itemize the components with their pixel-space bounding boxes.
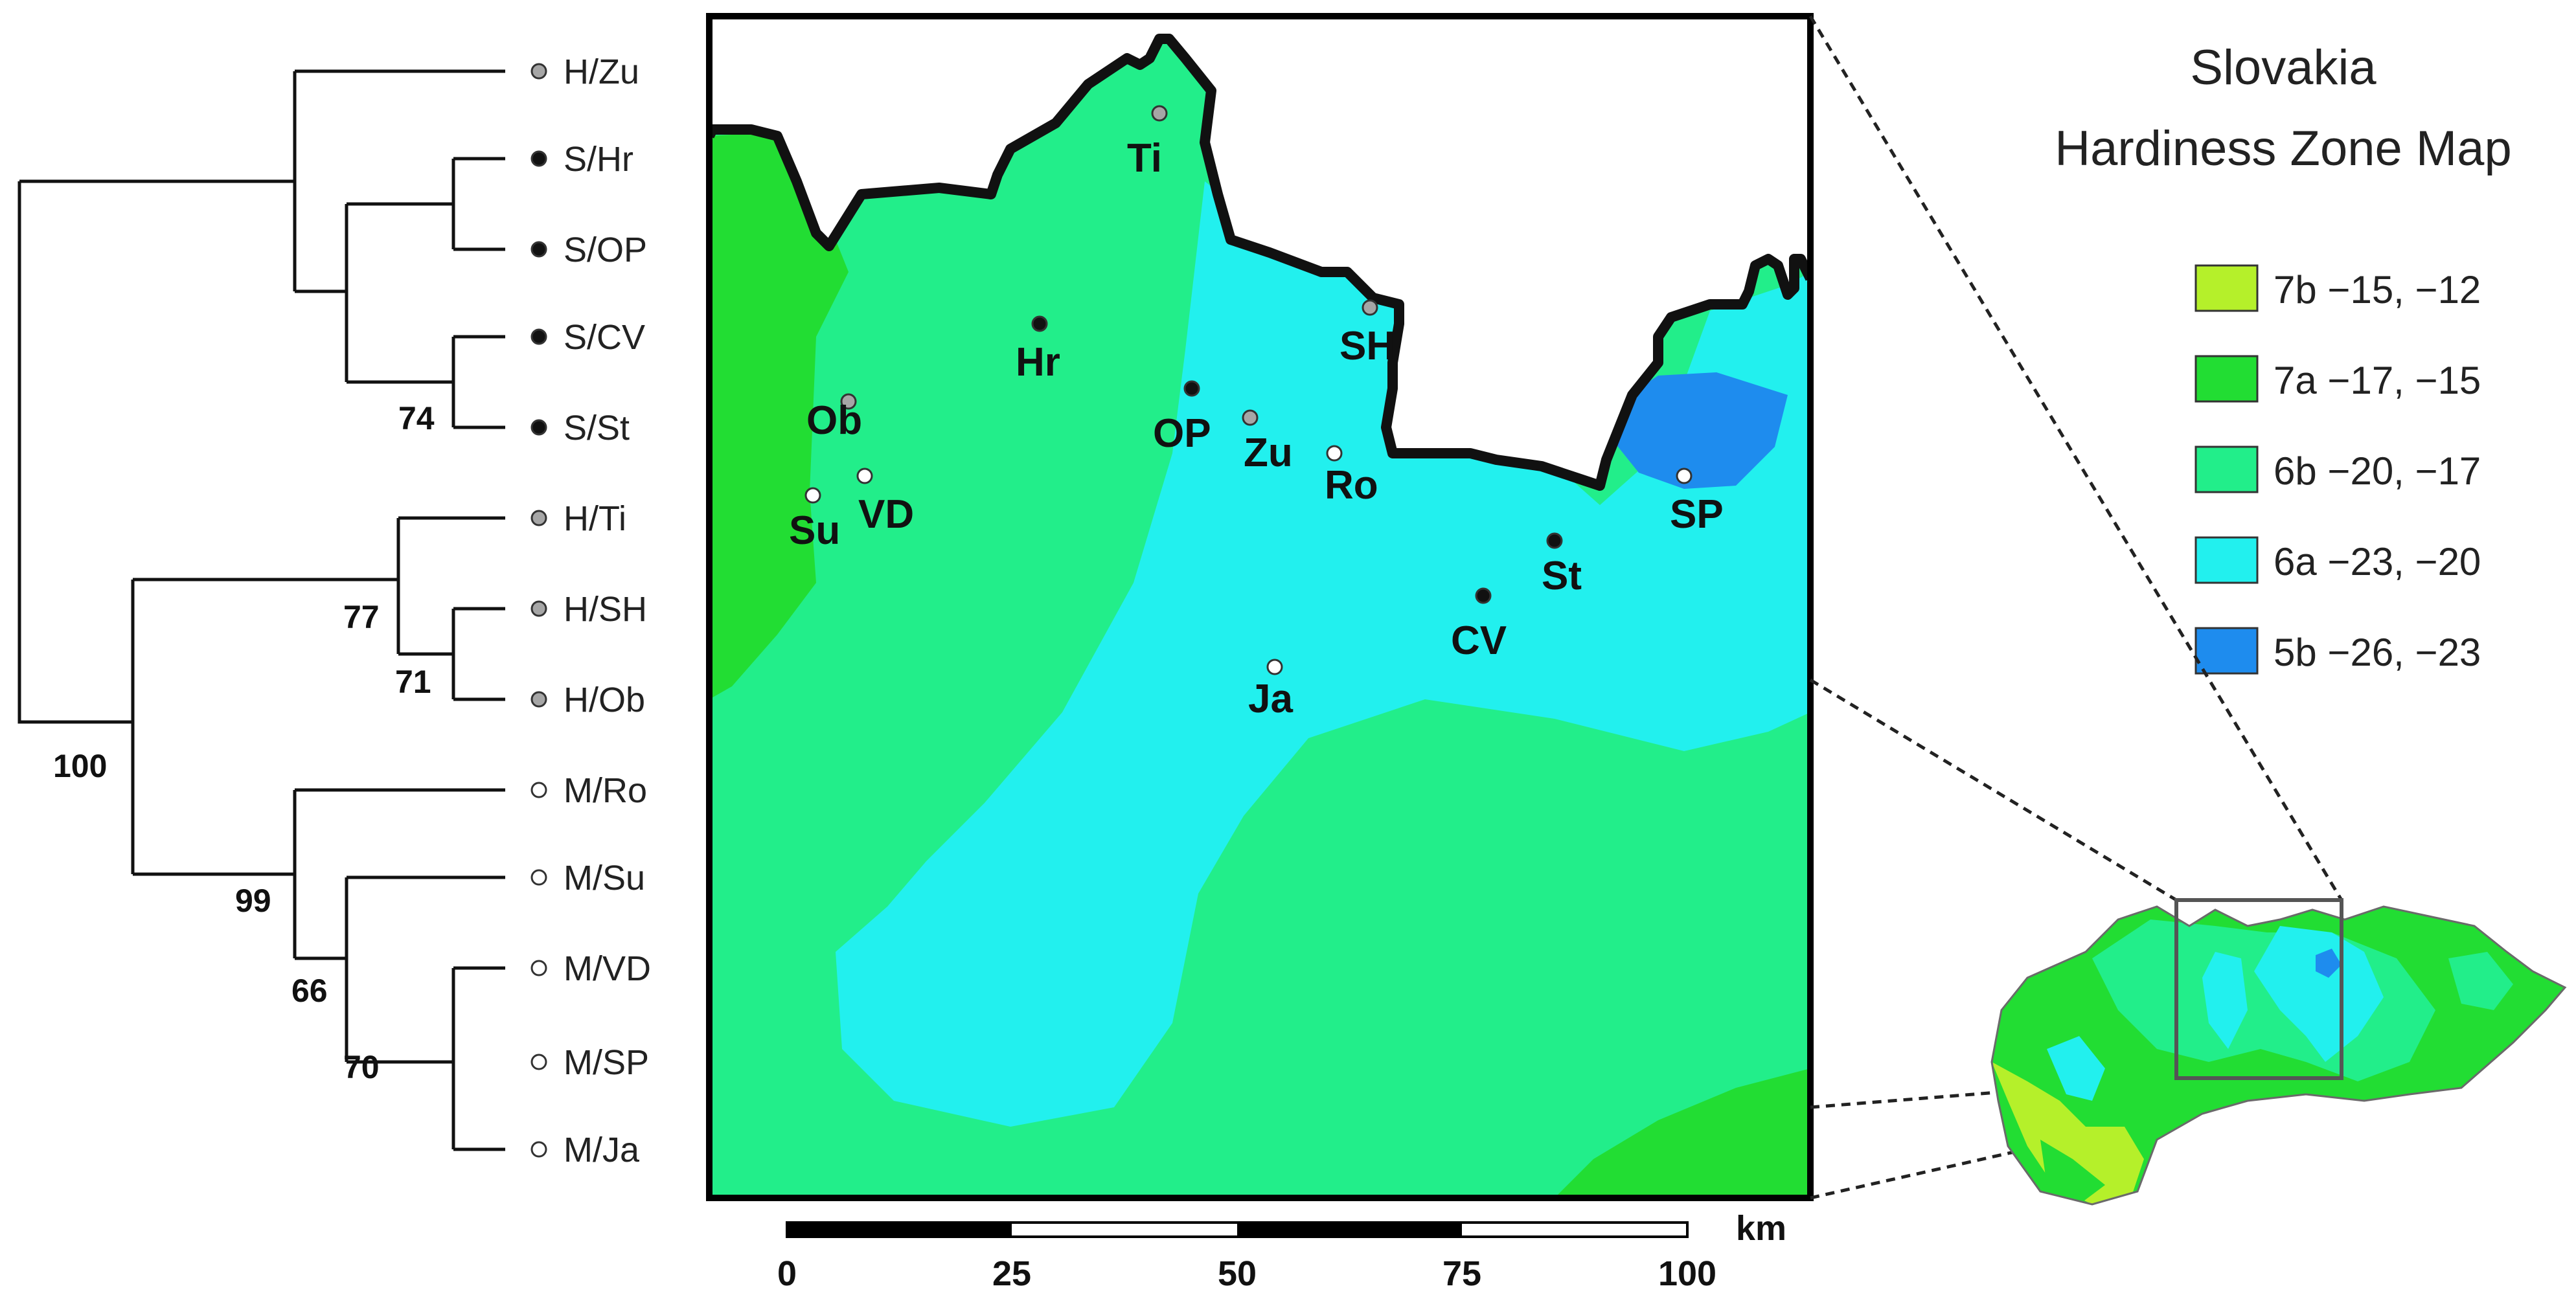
map-title-line1: Slovakia: [2190, 40, 2377, 95]
scale-tick-label: 0: [777, 1254, 797, 1293]
bootstrap-value: 99: [235, 883, 271, 919]
leaf-marker: [530, 782, 547, 798]
leaf-marker: [530, 510, 547, 526]
site-label: Hr: [1016, 340, 1060, 385]
scale-bar-segment: [1237, 1223, 1462, 1237]
leaf-marker: [530, 869, 547, 886]
bootstrap-value: 66: [291, 973, 328, 1009]
leaf-marker: [530, 241, 547, 258]
site-marker: [840, 393, 857, 410]
tree-leaves: H/Zu S/Hr S/OP S/CV S/St H/Ti H/SH H/Ob M/Ro M/Su…: [530, 52, 651, 1169]
site-marker: [1183, 380, 1200, 397]
leaf-label: S/OP: [564, 231, 647, 269]
leaf-marker: [530, 1054, 547, 1070]
detail-map: Ti Hr SH Ob OP Zu Ro Su VD SP St CV Ja: [706, 13, 1814, 1201]
leaf-label: M/Su: [564, 859, 645, 897]
scale-tick-label: 100: [1658, 1254, 1716, 1293]
site-label: OP: [1153, 411, 1211, 456]
legend-swatch: [2194, 627, 2259, 675]
legend-label: 6b −20, −17: [2274, 449, 2481, 493]
leaf-marker: [530, 63, 547, 80]
site-marker: [1242, 409, 1259, 426]
leaf-marker: [530, 691, 547, 708]
leaf-label: M/VD: [564, 949, 651, 988]
legend-swatch: [2194, 536, 2259, 584]
leaf-marker: [530, 600, 547, 617]
leaf-marker: [530, 419, 547, 436]
bootstrap-value: 77: [343, 599, 380, 635]
scale-unit: km: [1736, 1209, 1786, 1248]
site-label: Su: [789, 508, 840, 553]
site-marker: [1151, 105, 1168, 122]
legend: 7b −15, −12 7a −17, −15 6b −20, −17 6a −23,…: [2194, 264, 2481, 675]
bootstrap-value: 74: [398, 400, 435, 436]
zoom-box: [2174, 898, 2343, 1080]
scale-bar: km 0 25 50 75 100: [777, 1209, 1786, 1293]
site-label: Ro: [1325, 463, 1378, 508]
map-frame: [706, 13, 1814, 1201]
site-label: Zu: [1244, 431, 1293, 475]
leaf-label: H/Zu: [564, 52, 639, 91]
slovakia-overview-map: [1990, 898, 2567, 1206]
leaf-label: H/Ti: [564, 499, 626, 538]
site-label: St: [1542, 554, 1582, 598]
legend-swatch: [2194, 264, 2259, 312]
leaf-marker: [530, 960, 547, 976]
phylogenetic-tree: [17, 69, 505, 1151]
zone-5b-area: [1613, 372, 1788, 489]
site-label: Ja: [1248, 677, 1293, 721]
scale-tick-label: 75: [1442, 1254, 1481, 1293]
leaf-marker: [530, 150, 547, 167]
site-marker: [1362, 299, 1378, 316]
bootstrap-value: 100: [53, 748, 107, 784]
site-marker: [856, 468, 873, 484]
zone-7a-area: [709, 130, 849, 699]
site-label: SP: [1670, 492, 1724, 537]
leaf-marker: [530, 328, 547, 345]
leaf-label: S/St: [564, 409, 630, 447]
site-marker: [1676, 468, 1693, 484]
leaf-label: M/SP: [564, 1043, 649, 1082]
legend-swatch: [2194, 445, 2259, 493]
bootstrap-value: 70: [343, 1049, 380, 1085]
site-label: Ob: [806, 398, 862, 443]
scale-tick-label: 50: [1218, 1254, 1257, 1293]
legend-label: 7b −15, −12: [2274, 268, 2481, 311]
legend-label: 5b −26, −23: [2274, 631, 2481, 674]
scale-tick-label: 25: [992, 1254, 1031, 1293]
scale-bar-segment: [787, 1223, 1012, 1237]
legend-label: 6a −23, −20: [2274, 540, 2481, 583]
leaf-label: S/Hr: [564, 140, 633, 179]
leaf-label: H/SH: [564, 590, 647, 629]
country-border: [709, 34, 1810, 491]
zone-6a-area: [836, 181, 1810, 1127]
leaf-label: M/Ro: [564, 771, 647, 810]
site-marker: [1031, 315, 1048, 332]
zone-7a-area: [1555, 1068, 1810, 1198]
leaf-label: H/Ob: [564, 681, 645, 719]
site-label: VD: [858, 492, 914, 537]
bootstrap-values: 74 77 71 100 99 66 70: [53, 400, 435, 1085]
site-marker: [1326, 445, 1343, 462]
site-label: Ti: [1127, 136, 1162, 181]
map-title-line2: Hardiness Zone Map: [2055, 121, 2511, 176]
site-marker: [1546, 532, 1563, 549]
site-marker: [1475, 587, 1492, 604]
bootstrap-value: 71: [395, 664, 431, 700]
legend-label: 7a −17, −15: [2274, 359, 2481, 402]
legend-swatch: [2194, 355, 2259, 403]
site-label: CV: [1451, 618, 1507, 663]
site-marker: [804, 487, 821, 504]
leaf-label: S/CV: [564, 318, 645, 357]
site-marker: [1266, 659, 1283, 675]
outside-border-area: [709, 16, 1810, 486]
leaf-label: M/Ja: [564, 1131, 640, 1169]
site-label: SH: [1339, 324, 1395, 368]
leaf-marker: [530, 1141, 547, 1158]
slovakia-outline: [1990, 905, 2567, 1206]
sampling-sites: Ti Hr SH Ob OP Zu Ro Su VD SP St CV Ja: [789, 105, 1724, 721]
